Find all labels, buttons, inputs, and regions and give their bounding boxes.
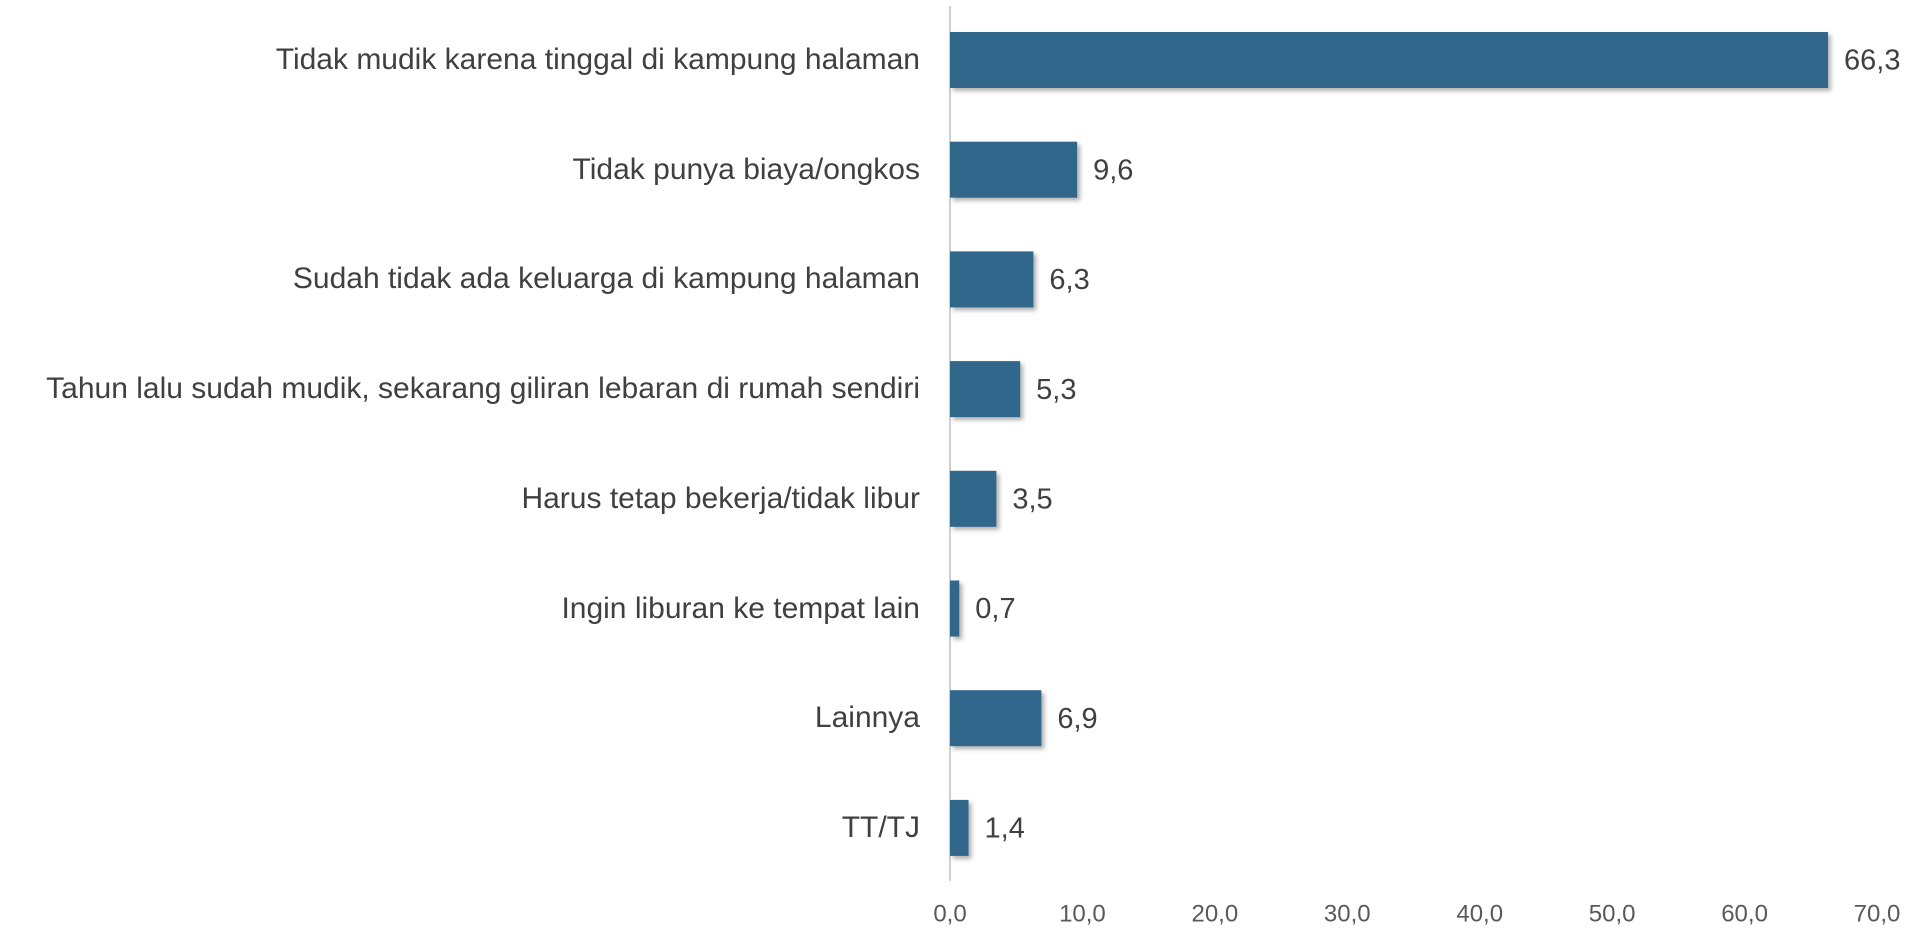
bar	[950, 799, 969, 856]
value-label: 3,5	[1012, 483, 1052, 515]
x-tick-label: 70,0	[1854, 900, 1901, 927]
x-tick-label: 10,0	[1059, 900, 1106, 927]
bar	[950, 141, 1078, 198]
value-label: 6,3	[1049, 264, 1089, 296]
category-label: Lainnya	[814, 701, 920, 735]
bar	[950, 32, 1829, 88]
bar	[950, 251, 1034, 308]
category-label: Tahun lalu sudah mudik, sekarang giliran…	[46, 372, 920, 406]
bar	[950, 470, 997, 527]
category-label: Harus tetap bekerja/tidak libur	[521, 481, 920, 515]
value-label: 9,6	[1093, 154, 1133, 186]
x-tick-label: 30,0	[1324, 900, 1371, 927]
bar	[950, 690, 1042, 747]
value-label: 66,3	[1844, 45, 1900, 77]
value-label: 0,7	[975, 593, 1015, 625]
category-label: Sudah tidak ada keluarga di kampung hala…	[292, 262, 920, 296]
category-label: Tidak mudik karena tinggal di kampung ha…	[275, 43, 920, 76]
category-label: Tidak punya biaya/ongkos	[572, 152, 920, 186]
x-tick-label: 20,0	[1191, 900, 1238, 927]
value-label: 6,9	[1057, 703, 1097, 735]
value-label: 1,4	[985, 813, 1025, 845]
bar	[950, 580, 960, 637]
bar	[950, 361, 1021, 418]
x-tick-label: 50,0	[1589, 900, 1636, 927]
x-tick-label: 0,0	[933, 900, 966, 927]
x-tick-label: 40,0	[1456, 900, 1503, 927]
value-label: 5,3	[1036, 374, 1076, 406]
category-label: Ingin liburan ke tempat lain	[561, 591, 920, 625]
category-label: TT/TJ	[841, 810, 920, 844]
x-tick-label: 60,0	[1721, 900, 1768, 927]
